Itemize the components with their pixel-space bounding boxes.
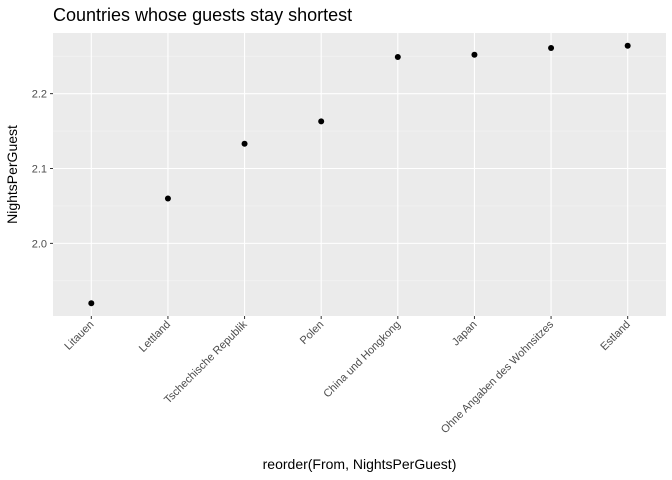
data-point [318, 118, 325, 125]
data-point [624, 42, 631, 49]
y-axis: 2.0 2.1 2.2 [32, 89, 53, 250]
data-point [394, 53, 401, 60]
data-point [164, 195, 171, 202]
data-point [88, 300, 95, 307]
y-axis-title: NightsPerGuest [4, 125, 20, 224]
minor-gridlines [53, 55, 666, 282]
data-point [241, 140, 248, 147]
y-tick-label: 2.2 [32, 89, 47, 101]
chart-title: Countries whose guests stay shortest [53, 5, 352, 25]
major-gridlines [53, 33, 666, 316]
y-tick-label: 2.0 [32, 238, 47, 250]
y-tick-label: 2.1 [32, 164, 47, 176]
data-point [548, 44, 555, 51]
data-point [471, 51, 478, 58]
data-points [88, 42, 631, 307]
plot-panel [53, 33, 666, 316]
x-axis-title: reorder(From, NightsPerGuest) [263, 456, 457, 472]
